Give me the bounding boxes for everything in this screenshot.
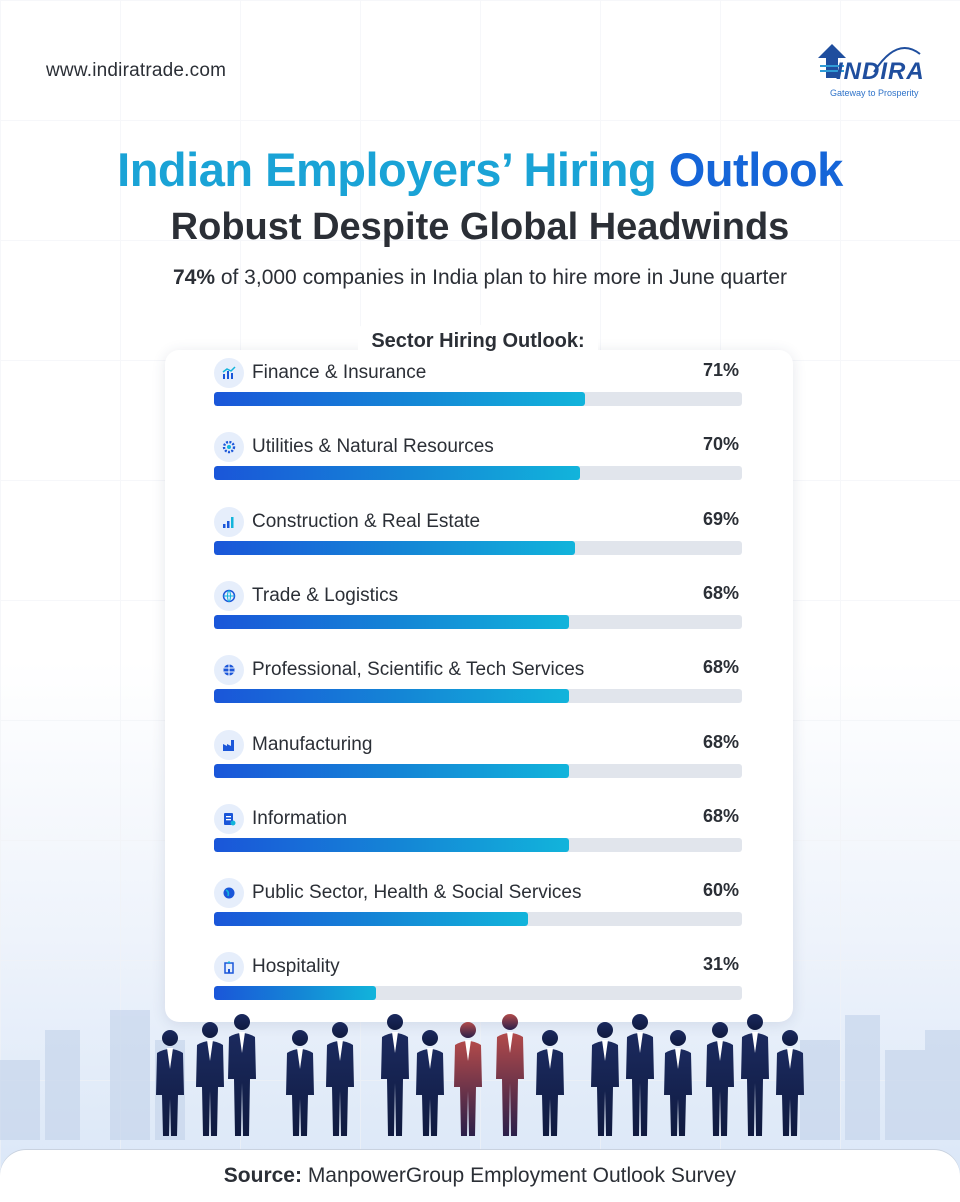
globe-icon bbox=[214, 878, 244, 909]
bar-fill bbox=[214, 689, 569, 704]
lead-highlight: 74% bbox=[172, 266, 215, 289]
business-people-silhouettes bbox=[156, 1014, 804, 1136]
bar-track bbox=[214, 912, 742, 927]
document-icon bbox=[214, 803, 244, 834]
page-subtitle: Robust Despite Global Headwinds bbox=[170, 206, 790, 248]
source-footer: Source: ManpowerGroup Employment Outlook… bbox=[0, 1150, 960, 1200]
indira-logo: INDIRA Gateway to Prosperity bbox=[812, 42, 925, 104]
logo-word: INDIRA bbox=[836, 58, 925, 85]
site-url[interactable]: www.indiratrade.com bbox=[46, 60, 227, 81]
page-title: Indian Employers’ Hiring Outlook bbox=[0, 142, 960, 197]
lead-rest: of 3,000 companies in India plan to hire… bbox=[215, 266, 788, 289]
sector-label: Hospitality bbox=[252, 956, 340, 978]
building-chart-icon bbox=[214, 506, 244, 537]
bar-track bbox=[214, 614, 742, 629]
sector-value-label: 71% bbox=[702, 360, 739, 380]
bar-fill bbox=[214, 986, 376, 1001]
sector-row: Hospitality 31% bbox=[214, 952, 742, 1002]
sector-label: Manufacturing bbox=[252, 733, 373, 755]
sector-label: Public Sector, Health & Social Services bbox=[252, 882, 582, 904]
sector-value-label: 68% bbox=[702, 657, 739, 678]
sector-label: Construction & Real Estate bbox=[252, 510, 481, 532]
finance-icon bbox=[214, 358, 244, 388]
chart-title: Sector Hiring Outlook: bbox=[358, 325, 598, 357]
bar-fill bbox=[214, 466, 580, 481]
sector-label: Professional, Scientific & Tech Services bbox=[252, 659, 585, 681]
lead-text: 74% of 3,000 companies in India plan to … bbox=[0, 266, 960, 290]
sector-row: Manufacturing 68% bbox=[214, 729, 742, 780]
bar-fill bbox=[214, 912, 528, 927]
sector-label: Utilities & Natural Resources bbox=[252, 436, 494, 458]
sector-value-label: 69% bbox=[702, 508, 739, 529]
tech-globe-icon bbox=[214, 655, 244, 686]
bar-track bbox=[214, 540, 742, 555]
sector-row: Professional, Scientific & Tech Services… bbox=[214, 655, 742, 705]
sector-value-label: 31% bbox=[702, 954, 739, 975]
sector-value-label: 68% bbox=[702, 805, 739, 826]
sector-value-label: 70% bbox=[702, 434, 739, 455]
source-label: Source: bbox=[223, 1164, 302, 1187]
sector-value-label: 68% bbox=[702, 582, 739, 603]
bar-fill bbox=[214, 540, 575, 555]
logo-arrow-icon bbox=[818, 44, 846, 78]
bar-fill bbox=[214, 763, 569, 778]
sector-row: Construction & Real Estate 69% bbox=[214, 506, 742, 557]
bar-track bbox=[214, 392, 742, 406]
sector-value-label: 60% bbox=[702, 880, 739, 901]
chart-card bbox=[165, 350, 793, 1022]
sector-row: Public Sector, Health & Social Services 6… bbox=[214, 878, 742, 928]
bar-fill bbox=[214, 614, 569, 629]
sector-value-label: 68% bbox=[702, 731, 739, 752]
bar-track bbox=[214, 466, 742, 481]
globe-logistics-icon bbox=[214, 580, 244, 611]
sector-row: Finance & Insurance 71% bbox=[214, 358, 742, 408]
bar-fill bbox=[214, 837, 569, 852]
gear-icon bbox=[214, 432, 244, 463]
bar-track bbox=[214, 689, 742, 704]
sector-row: Information 68% bbox=[214, 803, 742, 854]
bar-track bbox=[214, 986, 742, 1001]
sector-label: Trade & Logistics bbox=[252, 584, 399, 606]
hotel-icon bbox=[214, 952, 244, 983]
source-text: ManpowerGroup Employment Outlook Survey bbox=[301, 1164, 737, 1187]
logo-tagline: Gateway to Prosperity bbox=[830, 88, 919, 98]
bar-track bbox=[214, 837, 742, 852]
bar-fill bbox=[214, 392, 585, 406]
sector-row: Trade & Logistics 68% bbox=[214, 580, 742, 631]
title-part2: Outlook bbox=[668, 143, 844, 196]
bar-track bbox=[214, 763, 742, 778]
sector-label: Finance & Insurance bbox=[252, 362, 427, 383]
sector-label: Information bbox=[252, 807, 348, 829]
title-part1: Indian Employers’ Hiring bbox=[117, 143, 657, 196]
factory-icon bbox=[214, 729, 244, 760]
sector-row: Utilities & Natural Resources 70% bbox=[214, 432, 742, 482]
